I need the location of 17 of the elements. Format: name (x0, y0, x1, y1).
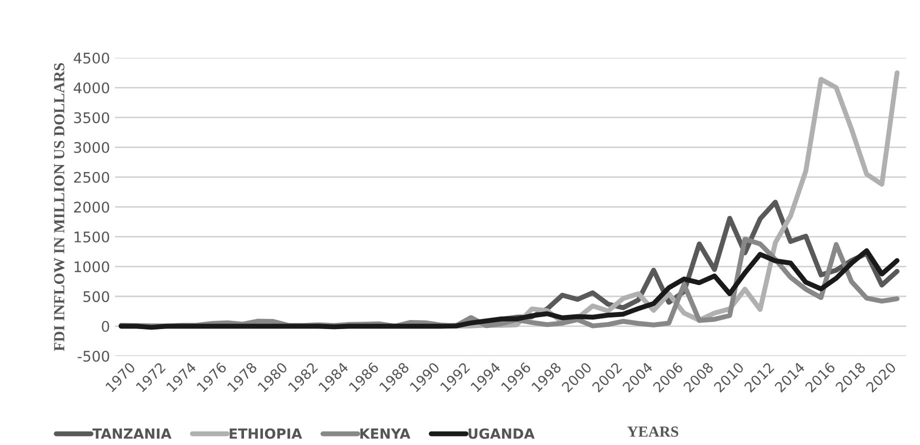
y-tick-label: -500 (78, 350, 110, 362)
legend-label: KENYA (360, 428, 410, 439)
legend-label: TANZANIA (92, 428, 172, 439)
y-tick-label: 2500 (74, 172, 110, 183)
y-tick-label: 4000 (74, 82, 110, 94)
legend-label: UGANDA (468, 428, 535, 439)
y-tick-label: 1500 (74, 231, 110, 242)
x-axis-title: YEARS (627, 426, 678, 437)
y-axis-title: FDI INFLOW IN MILLION US DOLLARS (54, 63, 64, 352)
y-tick-label: 3000 (74, 142, 110, 154)
y-tick-label: 500 (83, 291, 110, 302)
y-tick-label: 1000 (74, 261, 110, 272)
y-tick-label: 4500 (74, 52, 110, 64)
y-tick-label: 0 (102, 320, 110, 332)
y-tick-label: 2000 (74, 202, 110, 213)
y-tick-label: 3500 (74, 112, 110, 124)
legend-label: ETHIOPIA (230, 428, 302, 439)
